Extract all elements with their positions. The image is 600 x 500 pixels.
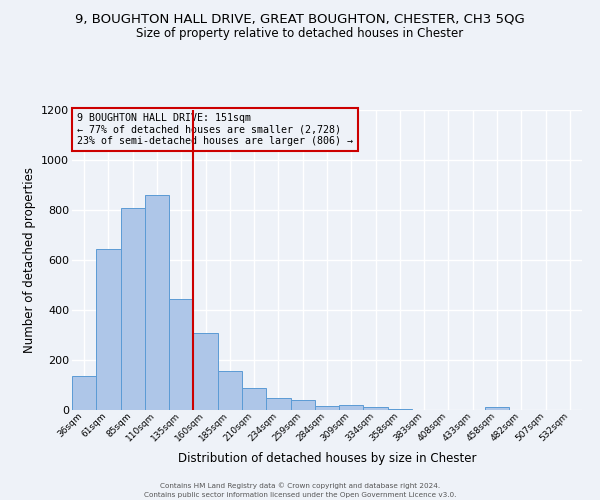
Text: Contains HM Land Registry data © Crown copyright and database right 2024.
Contai: Contains HM Land Registry data © Crown c… bbox=[144, 482, 456, 498]
Bar bbox=[290, 400, 315, 410]
Bar bbox=[485, 407, 509, 410]
Bar bbox=[364, 407, 388, 410]
Bar bbox=[193, 332, 218, 410]
Bar bbox=[388, 409, 412, 410]
Text: 9 BOUGHTON HALL DRIVE: 151sqm
← 77% of detached houses are smaller (2,728)
23% o: 9 BOUGHTON HALL DRIVE: 151sqm ← 77% of d… bbox=[77, 113, 353, 146]
Text: Size of property relative to detached houses in Chester: Size of property relative to detached ho… bbox=[136, 28, 464, 40]
Bar bbox=[339, 405, 364, 410]
Bar bbox=[121, 208, 145, 410]
Bar bbox=[96, 248, 121, 410]
Bar bbox=[266, 398, 290, 410]
Bar bbox=[242, 388, 266, 410]
Y-axis label: Number of detached properties: Number of detached properties bbox=[23, 167, 35, 353]
Bar bbox=[145, 195, 169, 410]
Bar bbox=[315, 406, 339, 410]
Bar bbox=[72, 376, 96, 410]
X-axis label: Distribution of detached houses by size in Chester: Distribution of detached houses by size … bbox=[178, 452, 476, 465]
Text: 9, BOUGHTON HALL DRIVE, GREAT BOUGHTON, CHESTER, CH3 5QG: 9, BOUGHTON HALL DRIVE, GREAT BOUGHTON, … bbox=[75, 12, 525, 26]
Bar bbox=[218, 370, 242, 410]
Bar bbox=[169, 298, 193, 410]
